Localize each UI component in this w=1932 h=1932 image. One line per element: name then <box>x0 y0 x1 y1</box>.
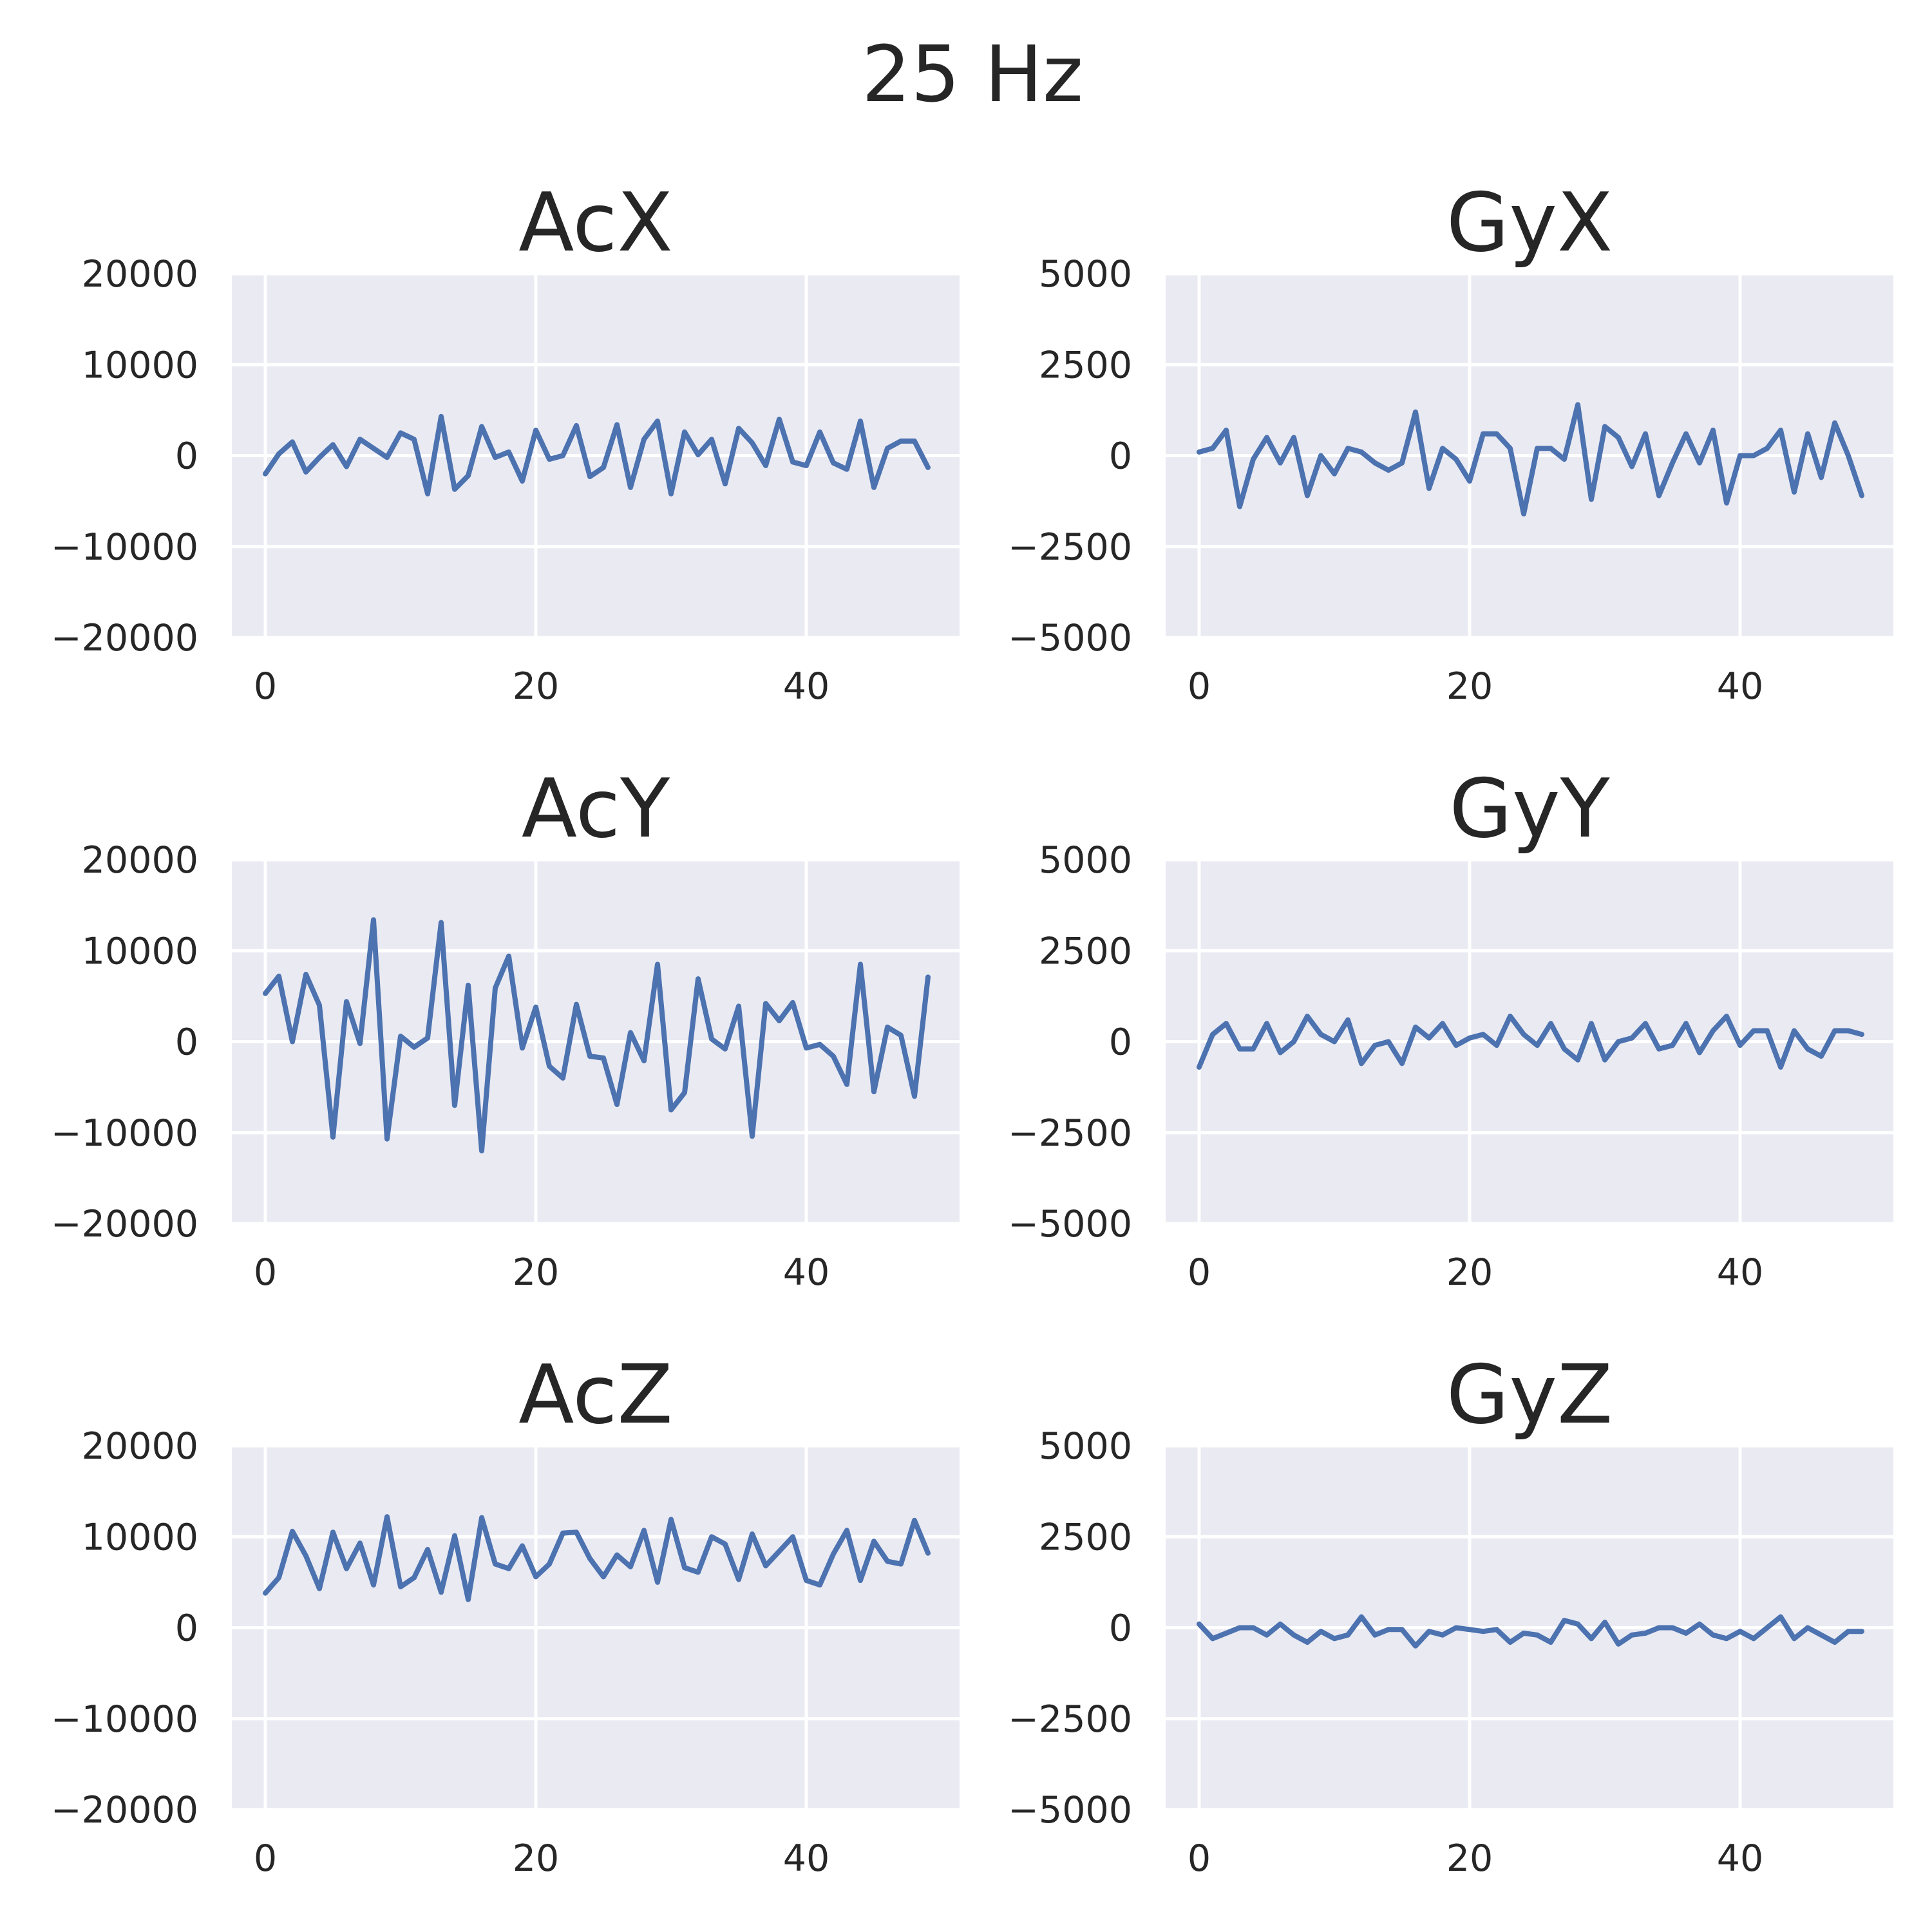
y-tick-label: 0 <box>1109 1607 1132 1650</box>
series-line-gyz <box>1197 1614 1864 1649</box>
y-tick-label: 2500 <box>1039 344 1132 386</box>
y-tick-label: 2500 <box>1039 1516 1132 1558</box>
x-tick-label: 0 <box>254 665 277 708</box>
panel-gyy: 0 20 40 5000 2500 0 −2500 −5000 GyY <box>1008 761 1893 1294</box>
x-tick-label: 40 <box>783 1837 830 1880</box>
y-tick-label: 5000 <box>1039 839 1132 882</box>
y-tick-label: −5000 <box>1008 1789 1132 1832</box>
x-tick-label: 20 <box>1446 665 1493 708</box>
y-tick-label: −10000 <box>51 1698 198 1741</box>
y-tick-label: −10000 <box>51 1112 198 1155</box>
y-tick-label: 5000 <box>1039 1425 1132 1468</box>
y-tick-label: −20000 <box>51 617 198 659</box>
x-tick-label: 20 <box>513 1837 560 1880</box>
x-tick-label: 40 <box>783 665 830 708</box>
x-tick-label: 0 <box>1188 1251 1211 1294</box>
panel-acy: 0 20 40 20000 10000 0 −10000 −20000 AcY <box>51 761 960 1294</box>
y-tick-label: 0 <box>175 435 198 478</box>
panel-gyx: 0 20 40 5000 2500 0 −2500 −5000 GyX <box>1008 175 1893 708</box>
y-tick-label: −10000 <box>51 526 198 569</box>
x-tick-label: 20 <box>513 1251 560 1294</box>
y-tick-label: 20000 <box>82 1425 198 1468</box>
panel-title-acy: AcY <box>522 761 670 856</box>
y-tick-label: −2500 <box>1008 1698 1132 1741</box>
x-tick-label: 0 <box>1188 665 1211 708</box>
panel-title-gyy: GyY <box>1449 761 1610 856</box>
y-tick-label: 20000 <box>82 839 198 882</box>
y-tick-label: 20000 <box>82 253 198 296</box>
y-tick-label: 0 <box>175 1021 198 1064</box>
x-tick-label: 0 <box>1188 1837 1211 1880</box>
y-tick-label: −2500 <box>1008 526 1132 569</box>
x-tick-label: 40 <box>1717 1837 1764 1880</box>
y-tick-label: −20000 <box>51 1203 198 1245</box>
x-tick-label: 40 <box>783 1251 830 1294</box>
x-tick-label: 20 <box>513 665 560 708</box>
x-tick-label: 0 <box>254 1837 277 1880</box>
y-tick-label: 5000 <box>1039 253 1132 296</box>
y-tick-label: 0 <box>175 1607 198 1650</box>
series-line-acx <box>263 413 931 497</box>
series-line-gyy <box>1197 1014 1864 1070</box>
x-tick-label: 0 <box>254 1251 277 1294</box>
y-tick-label: 10000 <box>82 930 198 972</box>
x-tick-label: 20 <box>1446 1251 1493 1294</box>
y-tick-label: −5000 <box>1008 617 1132 659</box>
y-tick-label: −20000 <box>51 1789 198 1832</box>
y-tick-label: −5000 <box>1008 1203 1132 1245</box>
panel-title-gyz: GyZ <box>1446 1347 1613 1442</box>
x-tick-label: 20 <box>1446 1837 1493 1880</box>
series-line-acy <box>263 917 931 1153</box>
panel-title-acx: AcX <box>518 175 673 270</box>
series-line-gyx <box>1197 402 1864 516</box>
series-line-acz <box>263 1514 931 1602</box>
panel-acx: 0 20 40 20000 10000 0 −10000 −20000 AcX <box>51 175 960 708</box>
panel-title-gyx: GyX <box>1446 175 1613 270</box>
y-tick-label: 0 <box>1109 1021 1132 1064</box>
y-tick-label: 10000 <box>82 1516 198 1558</box>
y-tick-label: 2500 <box>1039 930 1132 972</box>
panel-title-acz: AcZ <box>518 1347 673 1442</box>
y-tick-label: 10000 <box>82 344 198 386</box>
y-tick-label: −2500 <box>1008 1112 1132 1155</box>
panel-gyz: 0 20 40 5000 2500 0 −2500 −5000 GyZ <box>1008 1347 1893 1880</box>
panel-acz: 0 20 40 20000 10000 0 −10000 −20000 AcZ <box>51 1347 960 1880</box>
x-tick-label: 40 <box>1717 1251 1764 1294</box>
figure-title: 25 Hz <box>862 30 1083 120</box>
x-tick-label: 40 <box>1717 665 1764 708</box>
y-tick-label: 0 <box>1109 435 1132 478</box>
